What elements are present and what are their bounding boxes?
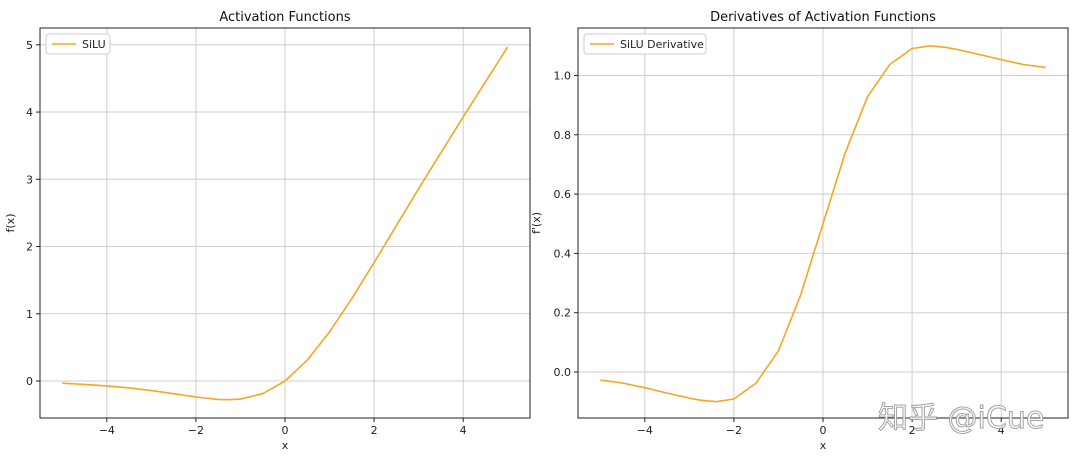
y-axis-label: f'(x) — [530, 212, 543, 234]
x-tick-label: 4 — [998, 424, 1005, 437]
x-axis-label: x — [820, 439, 827, 452]
watermark-text: 知乎 @iCue — [878, 401, 1044, 436]
y-tick-label: 0.2 — [554, 307, 572, 320]
x-tick-label: 4 — [460, 424, 467, 437]
y-tick-label: 1 — [26, 308, 33, 321]
chart-title: Derivatives of Activation Functions — [710, 10, 936, 25]
x-tick-label: 2 — [909, 424, 916, 437]
y-tick-label: 3 — [26, 173, 33, 186]
x-tick-label: −2 — [726, 424, 742, 437]
y-tick-label: 0.8 — [554, 129, 572, 142]
derivatives-panel: −4 −2 0 2 4 0.0 0.2 0.4 0.6 0.8 1.0 Derivatives of … — [530, 10, 1069, 452]
y-tick-label: 1.0 — [554, 69, 572, 82]
legend-box — [583, 33, 707, 55]
y-tick-label: 0.6 — [554, 188, 572, 201]
y-tick-label: 2 — [26, 241, 33, 254]
chart-title: Activation Functions — [219, 10, 351, 25]
x-tick-label: −4 — [637, 424, 653, 437]
y-tick-label: 0.4 — [554, 247, 572, 260]
y-tick-label: 0.0 — [554, 366, 572, 379]
x-axis-label: x — [282, 439, 289, 452]
series-line-silu — [62, 46, 509, 401]
y-tick-label: 0 — [26, 375, 33, 388]
x-tick-label: −2 — [188, 424, 204, 437]
x-tick-label: 0 — [282, 424, 289, 437]
legend-label: SiLU — [82, 38, 106, 51]
y-tick-label: 5 — [26, 39, 33, 52]
x-tick-label: −4 — [99, 424, 115, 437]
legend-box — [45, 33, 111, 55]
y-tick-label: 4 — [26, 106, 33, 119]
legend-label: SiLU Derivative — [620, 38, 704, 51]
x-tick-label: 0 — [820, 424, 827, 437]
series-line-silu-derivative — [600, 44, 1046, 403]
activation-functions-panel: −4 −2 0 2 4 0 1 2 3 4 5 Activation Functions x f(x) Si… — [4, 10, 531, 452]
x-tick-label: 2 — [371, 424, 378, 437]
y-axis-label: f(x) — [4, 214, 17, 233]
